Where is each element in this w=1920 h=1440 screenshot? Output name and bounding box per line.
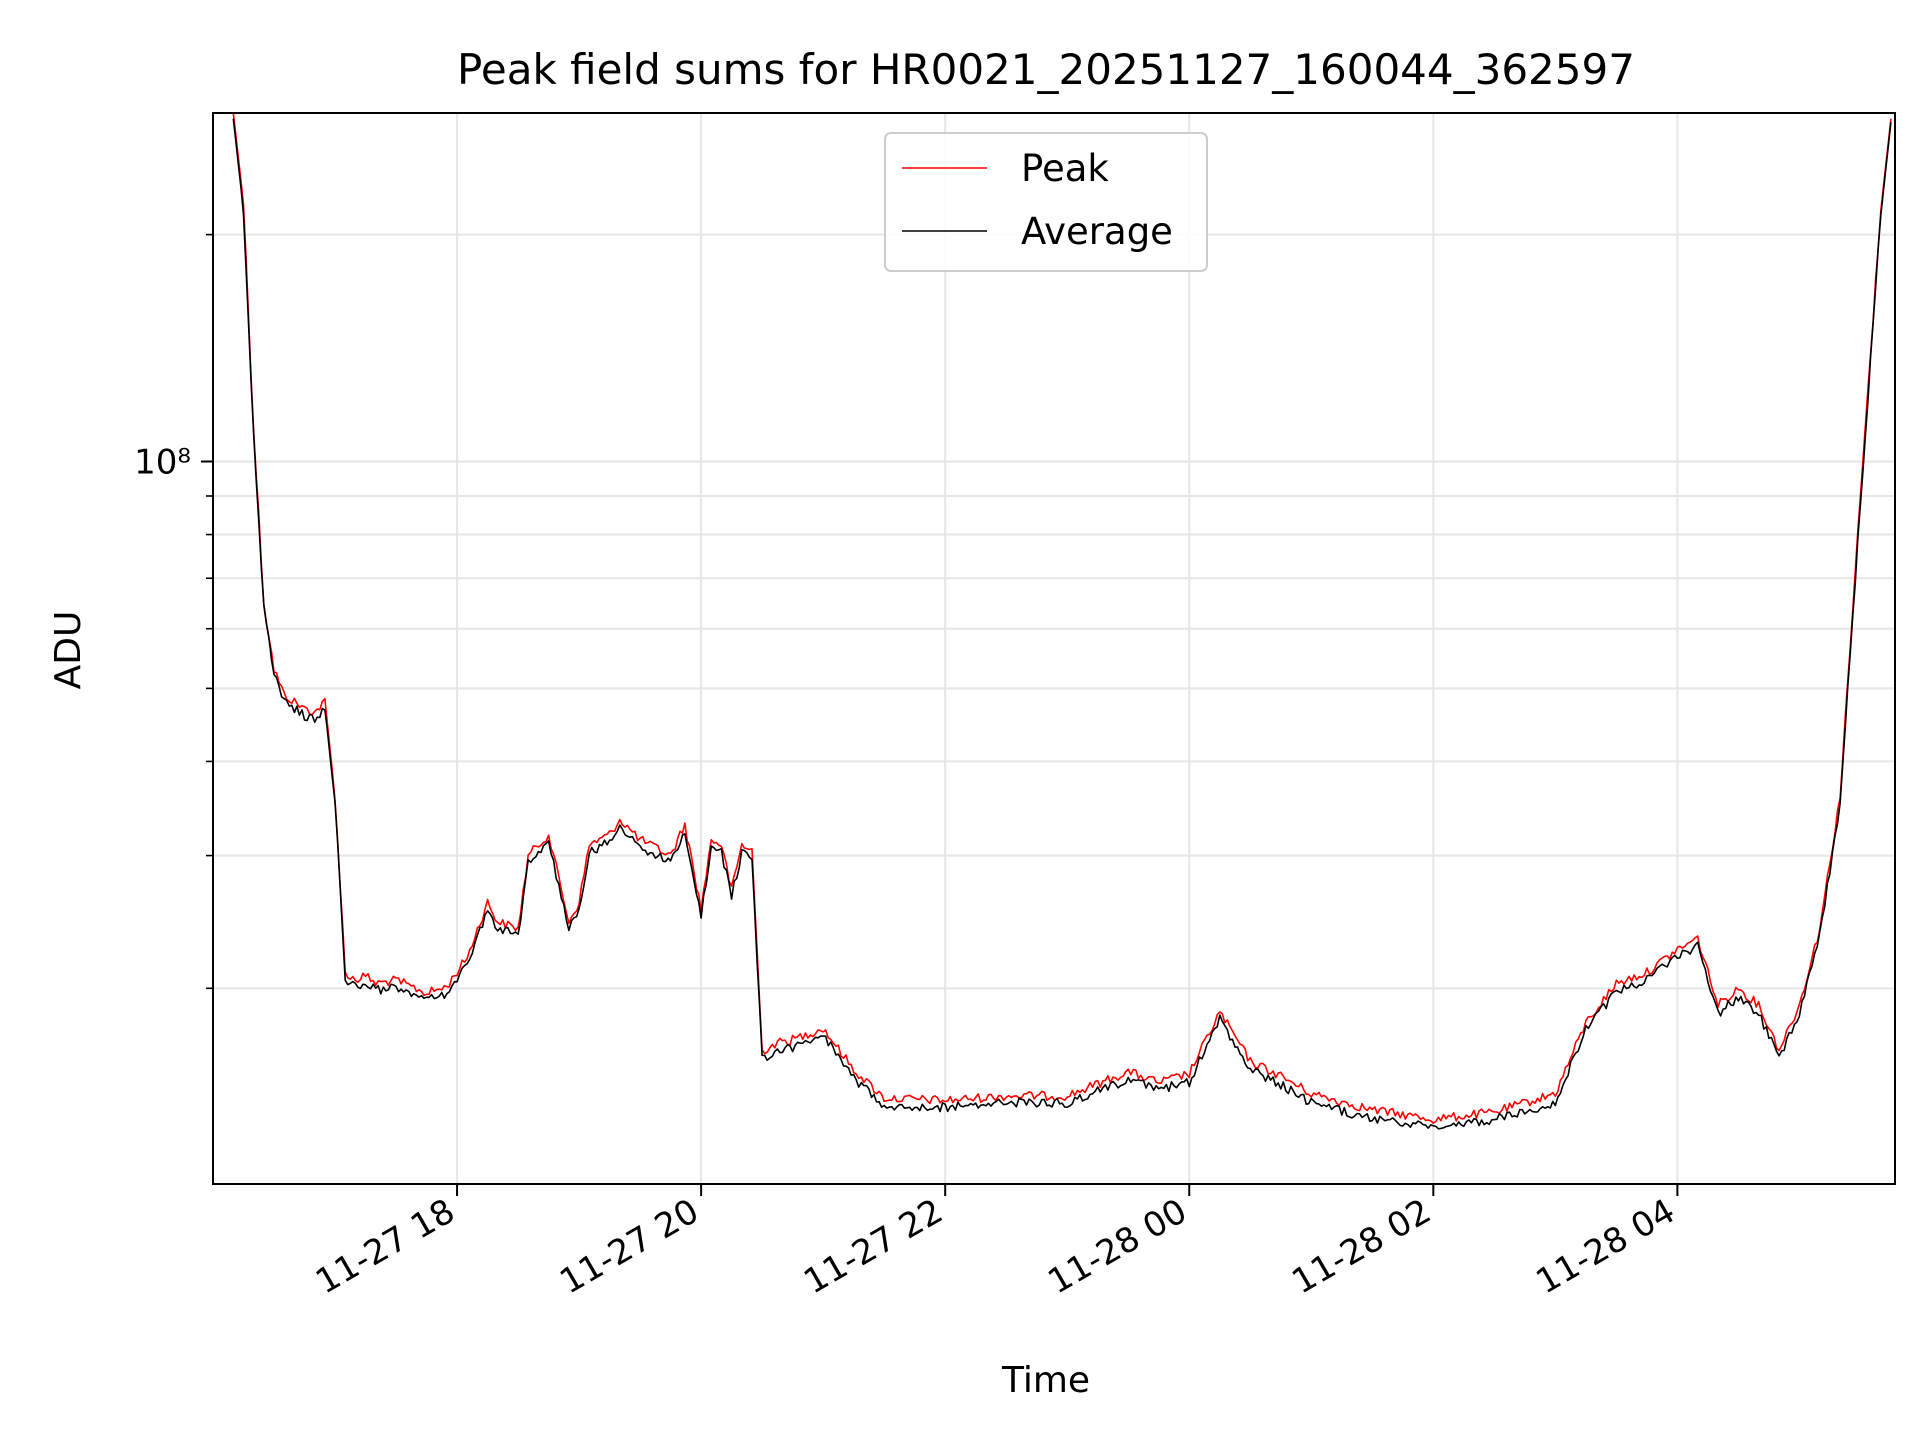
series-line-peak	[232, 113, 1892, 1124]
chart-title: Peak field sums for HR0021_20251127_1600…	[457, 45, 1635, 94]
grid	[213, 113, 1895, 1184]
plot-frame	[212, 112, 1896, 1185]
legend-label-average: Average	[1021, 210, 1173, 253]
y-axis-label: ADU	[48, 611, 89, 690]
x-axis-label: Time	[1001, 1360, 1090, 1401]
y-tick-label: 10⁸	[134, 443, 191, 483]
series-line-average	[232, 118, 1892, 1130]
legend-label-peak: Peak	[1021, 147, 1109, 190]
series-layer	[232, 113, 1892, 1130]
legend: Peak Average	[884, 132, 1208, 272]
axis-ticks	[201, 233, 1679, 1196]
